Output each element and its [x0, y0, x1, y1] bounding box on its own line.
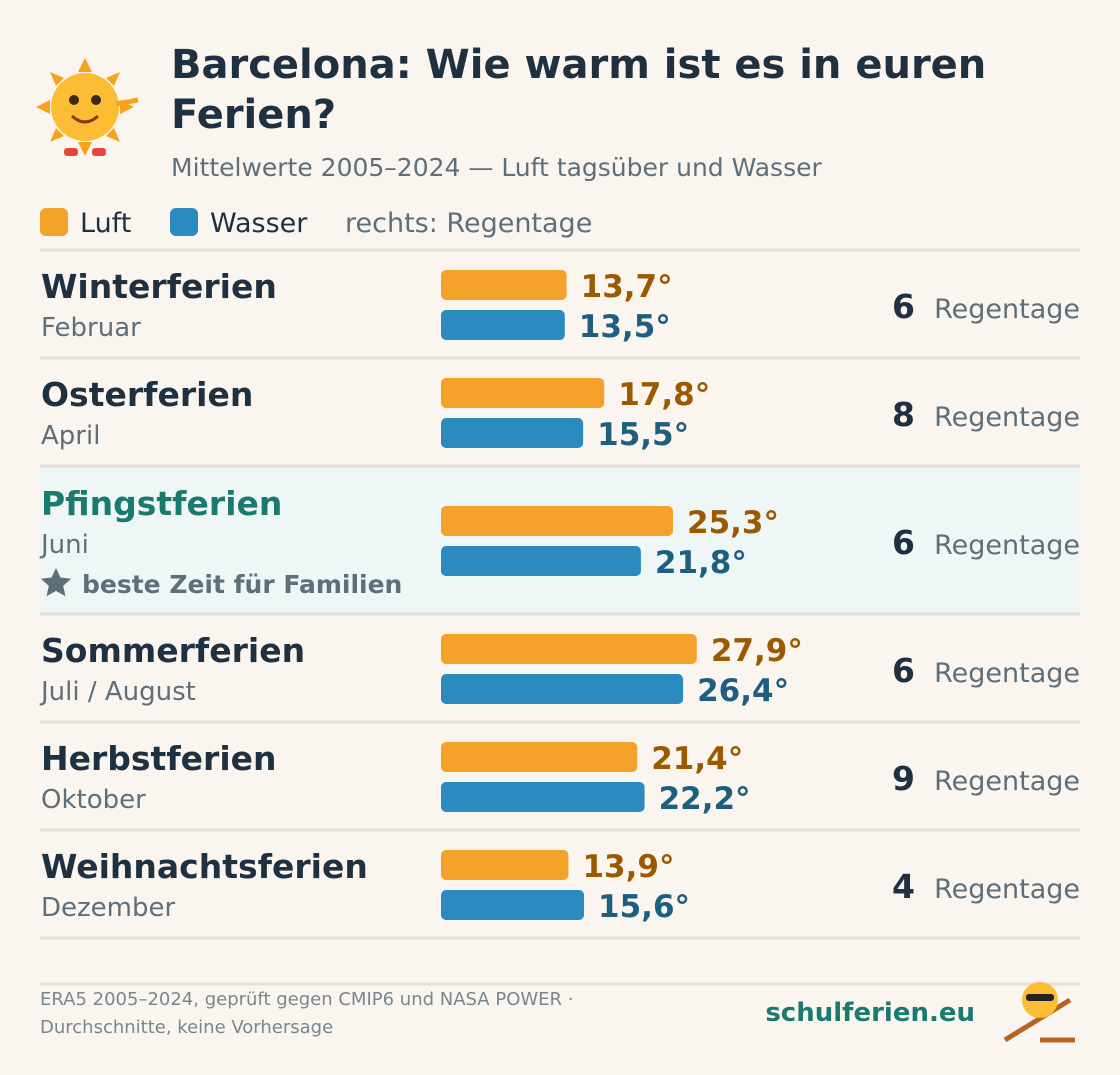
rain-label: Regentage [934, 294, 1080, 325]
footer-note: Durchschnitte, keine Vorhersage [40, 1017, 333, 1038]
legend: Luft Wasser rechts: Regentage [40, 208, 592, 239]
row-title: Pfingstferien [41, 484, 282, 523]
bar [441, 418, 584, 448]
rain-label: Regentage [934, 766, 1080, 797]
rain-days: 9 [892, 759, 915, 798]
value-label: 25,3° [687, 505, 779, 541]
row-title: Weihnachtsferien [41, 847, 368, 886]
bar [441, 850, 569, 880]
sun-chair-icon [1003, 982, 1075, 1043]
bar [441, 674, 684, 704]
row-title: Sommerferien [41, 631, 305, 670]
bar [441, 546, 641, 576]
value-label: 22,2° [659, 781, 751, 817]
row-month: Juni [39, 530, 89, 560]
legend-label: Wasser [210, 208, 308, 239]
bar [441, 378, 605, 408]
row-month: April [41, 421, 100, 451]
value-label: 13,7° [581, 269, 673, 305]
value-label: 15,5° [597, 417, 689, 453]
bar [441, 270, 567, 300]
row-month: Februar [41, 313, 141, 343]
value-label: 26,4° [697, 673, 789, 709]
value-label: 21,4° [651, 741, 743, 777]
bar [441, 890, 585, 920]
row-note: beste Zeit für Familien [82, 570, 402, 599]
footer: ERA5 2005–2024, geprüft gegen CMIP6 und … [40, 982, 1080, 1038]
star-icon [41, 568, 71, 597]
rows: Winterferien Februar 13,7° 13,5° 6 Regentage O… [39, 248, 1080, 940]
sun-mascot [36, 58, 139, 156]
legend-label: Luft [80, 208, 131, 239]
row-month: Juli / August [39, 677, 196, 707]
rain-label: Regentage [934, 530, 1080, 561]
value-label: 17,8° [618, 377, 710, 413]
rain-days: 6 [892, 287, 915, 326]
bar [441, 634, 697, 664]
legend-swatch [40, 208, 68, 236]
rain-days: 6 [892, 651, 915, 690]
row-month: Oktober [41, 785, 146, 815]
highlight-row [40, 468, 1080, 613]
rain-label: Regentage [934, 874, 1080, 905]
title: Barcelona: Wie warm ist es in euren Ferie… [171, 42, 986, 138]
rain-days: 4 [892, 867, 915, 906]
value-label: 13,5° [579, 309, 671, 345]
brand: schulferien.eu [765, 998, 975, 1028]
footer-note: ERA5 2005–2024, geprüft gegen CMIP6 und … [40, 989, 573, 1010]
row-title: Osterferien [41, 375, 253, 414]
row-title: Winterferien [41, 267, 277, 306]
subtitle: Mittelwerte 2005–2024 — Luft tagsüber un… [171, 153, 822, 182]
rain-days: 8 [892, 395, 915, 434]
row-title: Herbstferien [41, 739, 277, 778]
rain-label: Regentage [934, 402, 1080, 433]
rain-days: 6 [892, 523, 915, 562]
value-label: 15,6° [598, 889, 690, 925]
rain-label: Regentage [934, 658, 1080, 689]
bar [441, 310, 565, 340]
value-label: 21,8° [655, 545, 747, 581]
bar [441, 742, 638, 772]
legend-swatch [170, 208, 198, 236]
row-month: Dezember [41, 893, 175, 923]
bar [441, 506, 674, 536]
value-label: 27,9° [711, 633, 803, 669]
bar [441, 782, 645, 812]
value-label: 13,9° [582, 849, 674, 885]
legend-note: rechts: Regentage [345, 208, 592, 239]
